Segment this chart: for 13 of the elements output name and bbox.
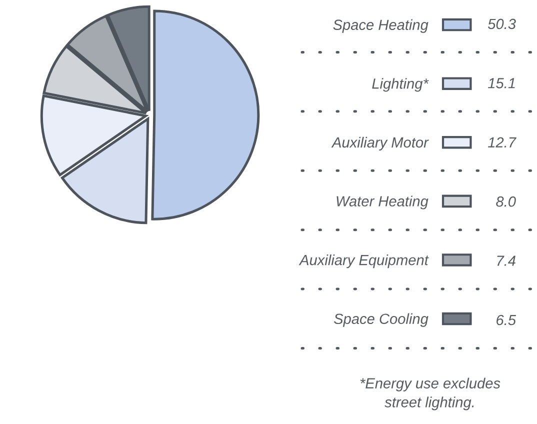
legend-label: Auxiliary Equipment <box>298 254 429 268</box>
text: *Energy use excludes street lighting. <box>360 378 500 410</box>
legend-label: Space Heating <box>333 19 428 33</box>
data-label: 15.1 <box>488 78 515 88</box>
data-label: 6.5 <box>496 314 516 326</box>
data-label: 12.7 <box>488 137 516 148</box>
legend-label: Space Cooling <box>334 313 428 327</box>
legend-label: Water Heating <box>336 196 428 210</box>
data-label: 8.0 <box>496 196 516 207</box>
data-label: 7.4 <box>497 256 516 266</box>
legend-label: Auxiliary Motor <box>331 136 429 150</box>
legend-label: Lighting* <box>372 78 429 92</box>
data-label: 50.3 <box>488 18 516 30</box>
